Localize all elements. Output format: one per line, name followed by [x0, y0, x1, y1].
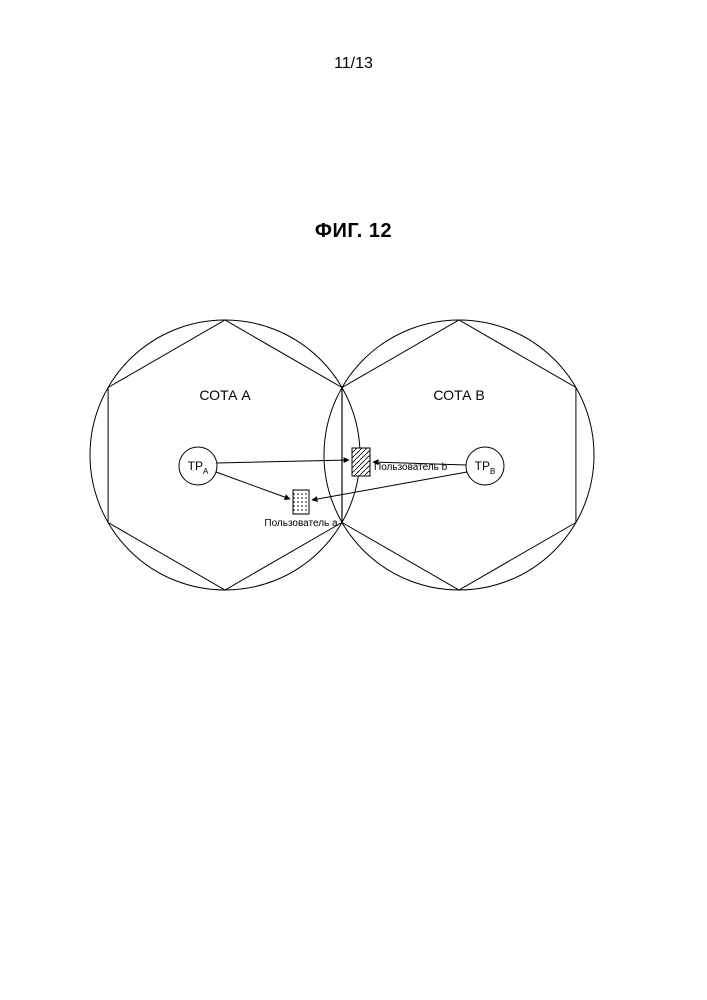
cell-B-label: СОТА В [433, 387, 484, 403]
cell-A-circle [90, 320, 360, 590]
user-b-label: Пользователь b [374, 462, 448, 473]
user-b-icon [352, 448, 370, 476]
figure-title: ФИГ. 12 [0, 220, 707, 243]
edge-tpA-user_b [217, 460, 349, 463]
user-a-icon [293, 490, 309, 514]
cell-A-hexagon [108, 320, 342, 590]
edge-tpB-user_a [312, 472, 467, 500]
edge-tpA-user_a [216, 472, 290, 499]
cell-A-label: СОТА А [199, 387, 251, 403]
network-diagram: СОТА АTPAСОТА ВTPBПользователь аПользова… [0, 300, 707, 660]
page-number: 11/13 [0, 55, 707, 73]
cell-B-hexagon [342, 320, 576, 590]
diagram-container: СОТА АTPAСОТА ВTPBПользователь аПользова… [0, 300, 707, 665]
page: 11/13 ФИГ. 12 СОТА АTPAСОТА ВTPBПользова… [0, 0, 707, 1000]
user-a-label: Пользователь а [264, 518, 338, 529]
